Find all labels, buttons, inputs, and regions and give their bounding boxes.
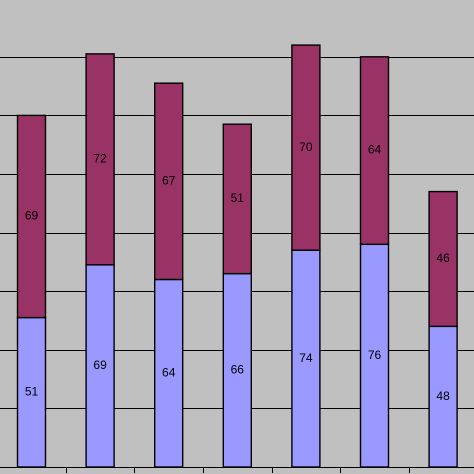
- data-labels: 51 69 69 72 64 67 66 51 74 70 76 64 48 46: [25, 140, 450, 403]
- data-label: 67: [162, 173, 176, 187]
- bar-segment-series-1: [153, 278, 184, 468]
- bar-segment-series-2: [153, 82, 184, 281]
- data-label: 51: [25, 384, 39, 398]
- bar-segment-series-1: [85, 264, 115, 468]
- bar-segment-series-2: [16, 114, 47, 319]
- bars: [16, 44, 458, 468]
- bar-segment-series-2: [359, 56, 390, 246]
- data-label: 70: [299, 140, 313, 154]
- bar-segment-series-2: [291, 44, 321, 251]
- data-label: 51: [231, 191, 245, 205]
- bar-segment-series-2: [428, 190, 458, 328]
- data-label: 64: [368, 143, 382, 157]
- data-label: 64: [162, 365, 176, 379]
- bar-segment-series-2: [85, 53, 115, 266]
- bar-segment-series-1: [222, 272, 253, 468]
- data-label: 48: [436, 389, 450, 403]
- data-label: 66: [231, 362, 245, 376]
- x-axis: [0, 467, 474, 473]
- data-label: 72: [93, 152, 107, 166]
- data-label: 74: [299, 351, 313, 365]
- data-label: 76: [368, 348, 382, 362]
- bar-segment-series-2: [222, 123, 253, 275]
- data-label: 69: [93, 358, 107, 372]
- bar-segment-series-1: [359, 243, 390, 468]
- data-label: 69: [25, 209, 39, 223]
- data-label: 46: [436, 251, 450, 265]
